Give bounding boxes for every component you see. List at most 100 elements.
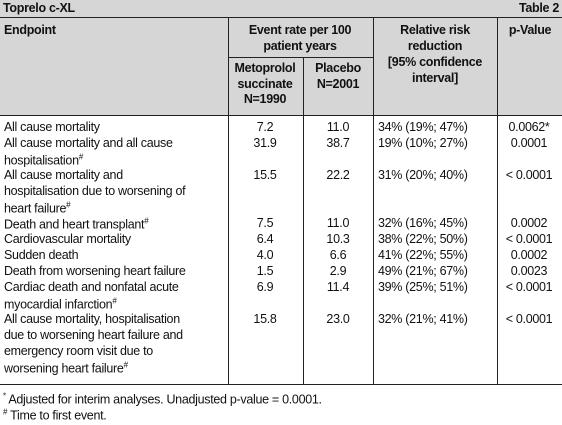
endpoint: Cardiac death and nonfatal acute: [4, 279, 179, 295]
p-value-text: 0.0002: [510, 216, 548, 230]
column-header-text: N=2001: [316, 76, 360, 91]
column-header-text: Relative risk: [400, 23, 470, 37]
endpoint-text: emergency room visit due to: [4, 344, 153, 358]
column-header: Event rate per 100: [249, 22, 352, 38]
endpoint-text: Sudden death: [4, 248, 79, 262]
column-header: succinate: [238, 76, 293, 92]
placebo-value: 22.2: [326, 167, 349, 183]
endpoint-text: All cause mortality and: [4, 168, 123, 182]
endpoint: All cause mortality: [4, 119, 100, 135]
endpoint-text: Death and heart transplant: [4, 217, 145, 232]
endpoint-text: hospitalisation: [4, 153, 79, 168]
footnote-text: Adjusted for interim analyses. Unadjuste…: [8, 392, 322, 407]
rrr-value: 38% (22%; 50%): [378, 231, 468, 247]
column-header: interval]: [412, 70, 458, 86]
endpoint: hospitalisation due to worsening of: [4, 183, 186, 199]
rrr-value-text: 19% (10%; 27%): [378, 136, 468, 150]
metoprolol-value: 15.8: [253, 311, 276, 327]
endpoint: emergency room visit due to: [4, 343, 153, 359]
endpoint: Sudden death: [4, 247, 79, 263]
title-bar: [0, 0, 562, 17]
rrr-value: 32% (21%; 41%): [378, 311, 468, 327]
endpoint-text: Death from worsening heart failure: [4, 264, 186, 278]
endpoint: Cardiovascular mortality: [4, 231, 131, 247]
marker: *: [3, 391, 6, 401]
placebo-value-text: 11.0: [326, 216, 350, 230]
endpoint: Death and heart transplant#: [4, 214, 149, 233]
rrr-value: 49% (21%; 67%): [378, 263, 468, 279]
endpoint-text: All cause mortality, hospitalisation: [4, 312, 180, 326]
column-header-text: succinate: [237, 76, 293, 91]
metoprolol-value-text: 15.5: [253, 168, 277, 182]
rrr-value-text: 49% (21%; 67%): [378, 264, 468, 278]
footnote: * Adjusted for interim analyses. Unadjus…: [3, 389, 322, 408]
placebo-value-text: 11.4: [326, 280, 350, 294]
placebo-value: 23.0: [326, 311, 349, 327]
metoprolol-value-text: 7.5: [256, 216, 274, 230]
rule: [303, 57, 304, 384]
metoprolol-value: 15.5: [253, 167, 276, 183]
marker: #: [144, 216, 149, 226]
footnote: # Time to first event.: [3, 405, 107, 424]
placebo-value-text: 10.3: [326, 232, 350, 246]
table-label: Table 2: [519, 0, 559, 16]
rule: [373, 17, 374, 384]
endpoint: All cause mortality, hospitalisation: [4, 311, 180, 327]
metoprolol-value: 7.5: [256, 215, 274, 231]
rrr-value-text: 39% (25%; 51%): [378, 280, 468, 294]
column-header-text: patient years: [263, 39, 337, 53]
column-header-text: reduction: [407, 39, 463, 53]
placebo-value-text: 38.7: [326, 136, 350, 150]
endpoint: All cause mortality and all cause: [4, 135, 173, 151]
metoprolol-value-text: 7.2: [256, 120, 274, 134]
endpoint-text: hospitalisation due to worsening of: [4, 184, 186, 198]
column-header: Placebo: [315, 60, 361, 76]
rule: [0, 384, 562, 385]
marker: #: [3, 407, 8, 417]
endpoint-text: myocardial infarction: [4, 297, 113, 312]
p-value-text: 0.0062*: [508, 120, 550, 134]
p-value-text: 0.0002: [510, 248, 548, 262]
metoprolol-value-text: 6.4: [256, 232, 274, 246]
placebo-value-text: 6.6: [329, 248, 347, 262]
metoprolol-value: 31.9: [253, 135, 276, 151]
rule: [228, 17, 229, 384]
column-header: Metoprolol: [235, 60, 296, 76]
rule: [497, 17, 498, 384]
placebo-value: 38.7: [326, 135, 349, 151]
endpoint-text: All cause mortality: [4, 120, 100, 134]
endpoint: hospitalisation#: [4, 150, 83, 169]
p-value: 0.0002: [510, 215, 548, 231]
p-value-text: < 0.0001: [505, 168, 553, 182]
endpoint-text: Cardiac death and nonfatal acute: [4, 280, 179, 294]
rrr-value-text: 32% (21%; 41%): [378, 312, 468, 326]
placebo-value-text: 11.0: [326, 120, 350, 134]
metoprolol-value-text: 4.0: [256, 248, 274, 262]
marker: #: [112, 296, 117, 306]
endpoint-text: All cause mortality and all cause: [4, 136, 173, 150]
rrr-value-text: 41% (22%; 55%): [378, 248, 468, 262]
column-header-text: Metoprolol: [234, 61, 296, 75]
p-value: < 0.0001: [506, 167, 553, 183]
placebo-value: 11.4: [326, 279, 350, 295]
marker: #: [66, 200, 71, 210]
column-header-text: [95% confidence: [387, 55, 483, 69]
p-value-text: < 0.0001: [505, 280, 553, 294]
rrr-value: 32% (16%; 45%): [378, 215, 468, 231]
placebo-value: 11.0: [326, 119, 350, 135]
p-value: < 0.0001: [506, 311, 553, 327]
placebo-value-text: 2.9: [329, 264, 347, 278]
rrr-value-text: 34% (19%; 47%): [378, 120, 468, 134]
rrr-value-text: 32% (16%; 45%): [378, 216, 468, 230]
column-header: Endpoint: [4, 22, 56, 38]
metoprolol-value-text: 1.5: [256, 264, 274, 278]
placebo-value: 10.3: [326, 231, 349, 247]
p-value-text: 0.0001: [510, 136, 548, 150]
endpoint-text: heart failure: [4, 201, 67, 216]
metoprolol-value: 6.4: [256, 231, 274, 247]
header-bg: [0, 17, 562, 115]
placebo-value: 11.0: [326, 215, 350, 231]
metoprolol-value-text: 6.9: [256, 280, 274, 294]
footnote-text: Time to first event.: [10, 408, 107, 423]
